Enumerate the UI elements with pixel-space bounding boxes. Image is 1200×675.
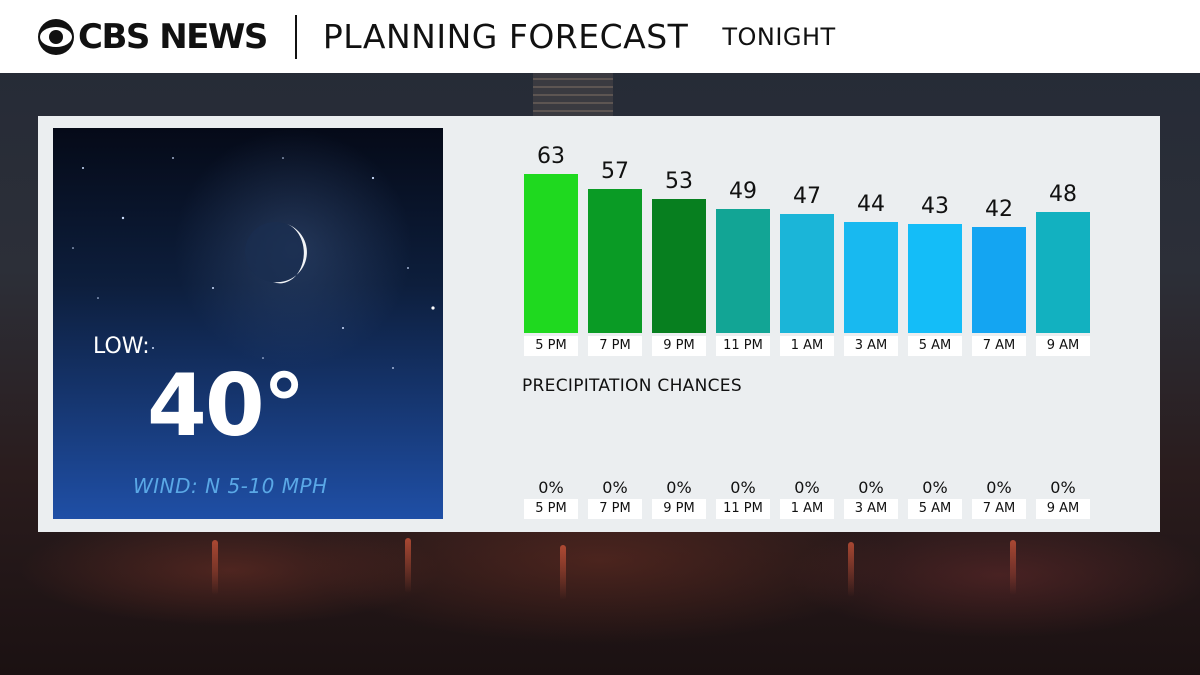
low-temperature-card: LOW: 40° WIND: N 5-10 MPH (53, 128, 443, 519)
wind-forecast: WIND: N 5-10 MPH (133, 474, 328, 498)
precipitation-value: 0% (922, 478, 948, 497)
low-temperature-value: 40° (147, 356, 306, 456)
precipitation-value: 0% (602, 478, 628, 497)
cbs-news-logo: CBS NEWS (38, 16, 268, 57)
precipitation-value: 0% (794, 478, 820, 497)
time-axis-label: 11 PM (716, 336, 770, 356)
temperature-value-label: 63 (537, 144, 565, 169)
page-title: PLANNING FORECAST (322, 17, 689, 56)
temperature-bar (524, 174, 578, 333)
time-axis-label: 1 AM (780, 336, 834, 356)
precipitation-time-label: 7 PM (588, 499, 642, 519)
page-subtitle: TONIGHT (722, 22, 836, 51)
time-axis-label: 7 AM (972, 336, 1026, 356)
precipitation-value: 0% (538, 478, 564, 497)
background-light (212, 540, 218, 595)
low-label: LOW: (93, 334, 150, 359)
background-light (405, 538, 411, 593)
temperature-value-label: 42 (985, 197, 1013, 222)
precipitation-time-label: 5 AM (908, 499, 962, 519)
precipitation-value: 0% (666, 478, 692, 497)
precipitation-title: PRECIPITATION CHANCES (522, 376, 742, 396)
crescent-moon-icon (245, 222, 307, 284)
background-light (560, 545, 566, 600)
cbs-eye-icon (38, 18, 74, 55)
hourly-temperature-chart: PRECIPITATION CHANCES 63 5 PM 0% 5 PM 57 7 PM… (518, 116, 1138, 532)
temperature-value-label: 49 (729, 179, 757, 204)
precipitation-time-label: 3 AM (844, 499, 898, 519)
header-divider (294, 14, 297, 59)
precipitation-value: 0% (858, 478, 884, 497)
temperature-bar (844, 222, 898, 333)
temperature-bar (716, 209, 770, 333)
temperature-value-label: 57 (601, 159, 629, 184)
precipitation-time-label: 9 PM (652, 499, 706, 519)
header-bar: CBS NEWS PLANNING FORECAST TONIGHT (0, 0, 1200, 73)
temperature-value-label: 44 (857, 192, 885, 217)
precipitation-time-label: 11 PM (716, 499, 770, 519)
time-axis-label: 5 AM (908, 336, 962, 356)
precipitation-time-label: 1 AM (780, 499, 834, 519)
temperature-value-label: 43 (921, 194, 949, 219)
temperature-value-label: 47 (793, 184, 821, 209)
temperature-bar (1036, 212, 1090, 333)
precipitation-time-label: 9 AM (1036, 499, 1090, 519)
temperature-bar (972, 227, 1026, 333)
time-axis-label: 9 PM (652, 336, 706, 356)
logo-text: CBS NEWS (78, 16, 268, 57)
precipitation-value: 0% (730, 478, 756, 497)
temperature-bar (652, 199, 706, 333)
precipitation-time-label: 5 PM (524, 499, 578, 519)
stars-decoration (72, 157, 435, 369)
precipitation-time-label: 7 AM (972, 499, 1026, 519)
background-light (1010, 540, 1016, 595)
background-building (533, 72, 613, 118)
background-light (848, 542, 854, 597)
time-axis-label: 5 PM (524, 336, 578, 356)
precipitation-value: 0% (1050, 478, 1076, 497)
temperature-bar (780, 214, 834, 333)
temperature-bar (588, 189, 642, 333)
temperature-value-label: 48 (1049, 182, 1077, 207)
temperature-bar (908, 224, 962, 333)
temperature-value-label: 53 (665, 169, 693, 194)
time-axis-label: 3 AM (844, 336, 898, 356)
time-axis-label: 9 AM (1036, 336, 1090, 356)
forecast-panel: LOW: 40° WIND: N 5-10 MPH PRECIPITATION … (38, 116, 1160, 532)
precipitation-value: 0% (986, 478, 1012, 497)
time-axis-label: 7 PM (588, 336, 642, 356)
